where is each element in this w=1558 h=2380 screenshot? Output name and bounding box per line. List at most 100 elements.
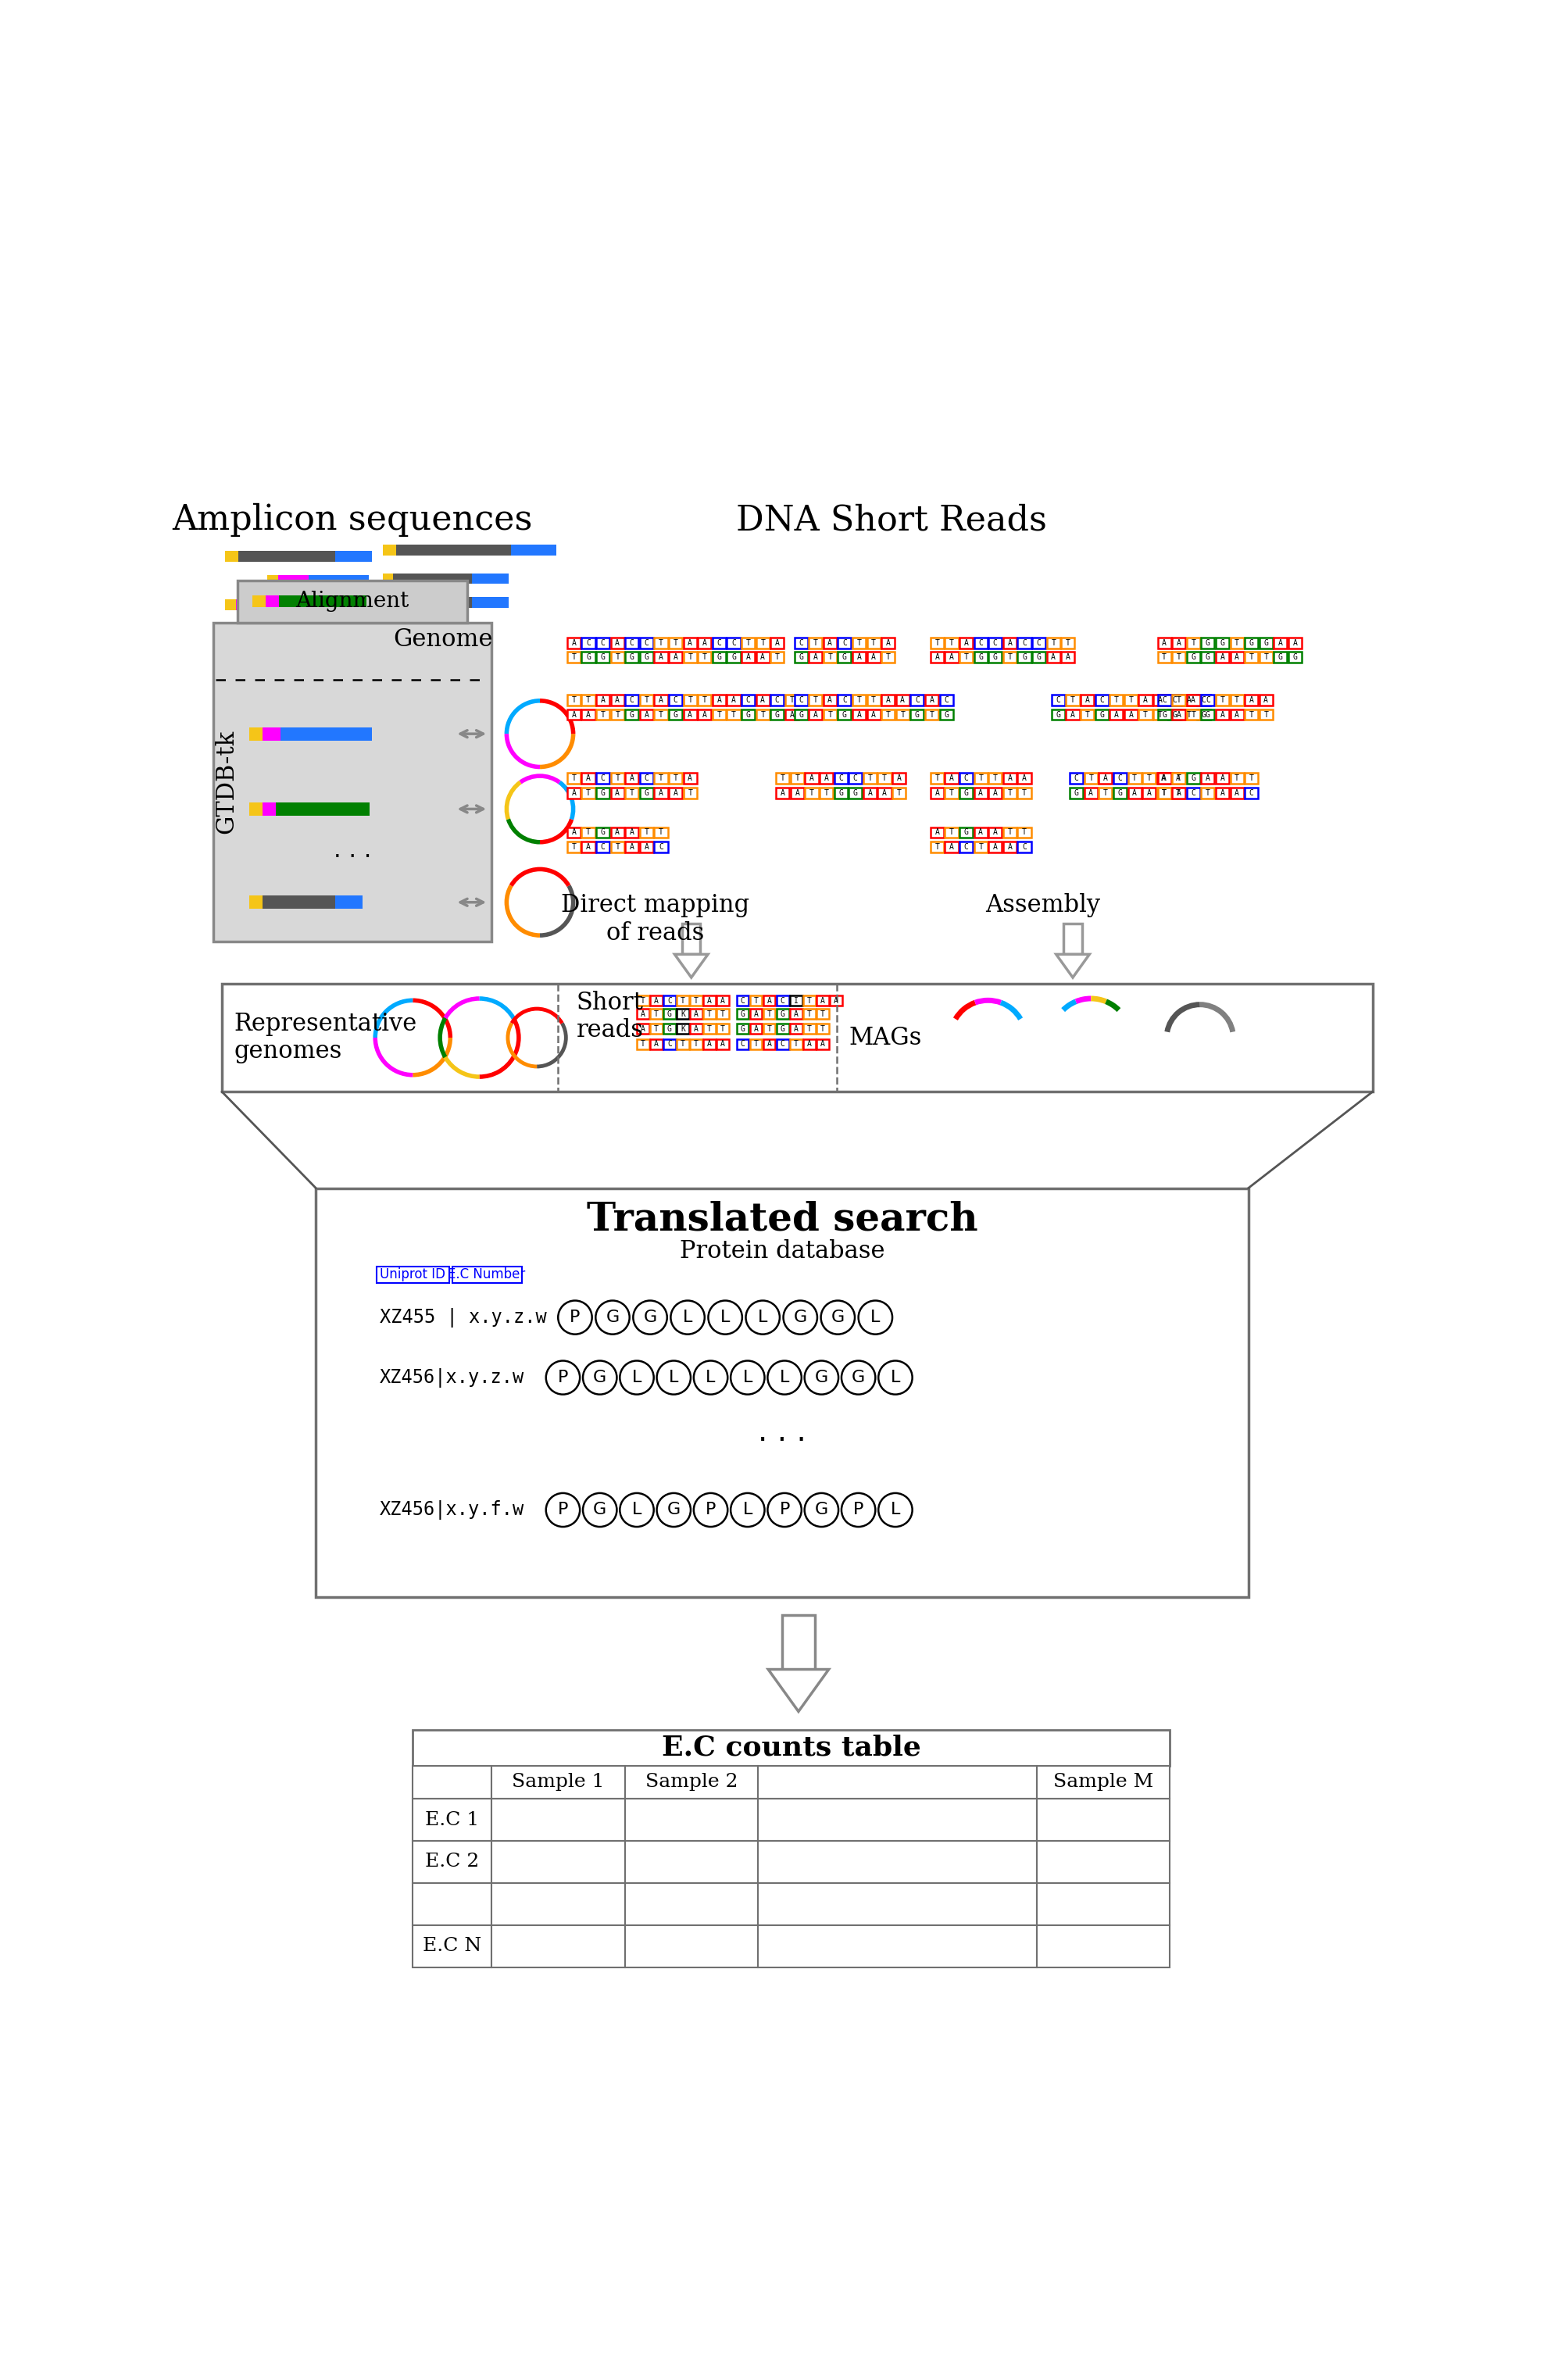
- Text: G: G: [815, 1502, 829, 1518]
- Bar: [896, 709, 910, 721]
- Text: K: K: [681, 1009, 686, 1019]
- Text: A: A: [1220, 774, 1225, 783]
- Bar: [249, 895, 263, 909]
- Text: G: G: [1162, 712, 1167, 719]
- Text: L: L: [891, 1502, 901, 1518]
- Bar: [684, 695, 696, 704]
- Text: A: A: [795, 788, 799, 797]
- Text: G: G: [740, 1026, 745, 1033]
- Text: G: G: [1036, 655, 1041, 662]
- Bar: [637, 1023, 648, 1033]
- Bar: [1061, 638, 1075, 647]
- Text: G: G: [1190, 655, 1195, 662]
- Text: T: T: [795, 774, 799, 783]
- Bar: [1172, 709, 1186, 721]
- Bar: [637, 995, 648, 1007]
- Text: A: A: [1176, 774, 1181, 783]
- Bar: [1187, 652, 1200, 662]
- Bar: [712, 652, 726, 662]
- Text: A: A: [1162, 640, 1167, 647]
- Text: T: T: [978, 774, 983, 783]
- Text: A: A: [1176, 712, 1181, 719]
- Bar: [682, 923, 701, 954]
- Text: A: A: [857, 655, 862, 662]
- Text: G: G: [1264, 640, 1268, 647]
- Bar: [974, 788, 988, 797]
- Text: L: L: [743, 1502, 753, 1518]
- Text: T: T: [1066, 640, 1070, 647]
- Bar: [1158, 774, 1170, 783]
- Text: I: I: [793, 997, 798, 1004]
- Bar: [1201, 709, 1215, 721]
- Text: A: A: [824, 774, 829, 783]
- Text: T: T: [857, 640, 862, 647]
- Bar: [567, 709, 581, 721]
- Bar: [703, 1038, 715, 1050]
- Text: A: A: [1264, 697, 1268, 704]
- Bar: [893, 774, 905, 783]
- Bar: [1288, 638, 1301, 647]
- Bar: [698, 695, 712, 704]
- Bar: [650, 1038, 662, 1050]
- Bar: [790, 788, 804, 797]
- Text: G: G: [594, 1371, 606, 1385]
- Text: G: G: [781, 1026, 785, 1033]
- Bar: [654, 774, 668, 783]
- Text: A: A: [693, 1009, 698, 1019]
- Bar: [684, 638, 696, 647]
- Bar: [703, 995, 715, 1007]
- Bar: [1215, 774, 1229, 783]
- Text: G: G: [600, 655, 605, 662]
- Text: A: A: [572, 712, 576, 719]
- Bar: [1274, 638, 1287, 647]
- Bar: [597, 709, 609, 721]
- Bar: [335, 895, 363, 909]
- Text: T: T: [643, 697, 648, 704]
- Bar: [1070, 788, 1083, 797]
- Text: A: A: [1176, 640, 1181, 647]
- Text: G: G: [1022, 655, 1027, 662]
- Text: G: G: [643, 655, 648, 662]
- Text: T: T: [767, 1009, 771, 1019]
- Text: P: P: [854, 1502, 863, 1518]
- Bar: [491, 1766, 625, 1799]
- Text: T: T: [774, 655, 779, 662]
- Bar: [795, 652, 807, 662]
- Text: C: C: [992, 640, 997, 647]
- Text: A: A: [673, 788, 678, 797]
- Bar: [939, 695, 953, 704]
- Bar: [581, 652, 595, 662]
- Text: XZ456|x.y.z.w: XZ456|x.y.z.w: [380, 1368, 523, 1388]
- Text: A: A: [720, 997, 724, 1004]
- Bar: [263, 895, 335, 909]
- Bar: [581, 843, 595, 852]
- Text: T: T: [1103, 788, 1108, 797]
- Bar: [581, 828, 595, 838]
- Bar: [1003, 828, 1016, 838]
- Text: T: T: [1176, 655, 1181, 662]
- Text: T: T: [821, 1009, 826, 1019]
- Text: A: A: [687, 774, 692, 783]
- Text: A: A: [1176, 788, 1181, 797]
- Bar: [640, 828, 653, 838]
- Text: A: A: [1234, 788, 1239, 797]
- Text: A: A: [887, 640, 890, 647]
- Text: T: T: [615, 655, 620, 662]
- Bar: [1066, 695, 1080, 704]
- Text: G: G: [600, 828, 605, 835]
- Bar: [989, 828, 1002, 838]
- Text: G: G: [1117, 788, 1122, 797]
- Text: C: C: [1206, 697, 1211, 704]
- Text: G: G: [643, 788, 648, 797]
- Bar: [863, 774, 877, 783]
- Text: A: A: [572, 788, 576, 797]
- Text: A: A: [992, 788, 997, 797]
- Text: GTDB-tk: GTDB-tk: [213, 731, 238, 833]
- Text: · · ·: · · ·: [757, 1426, 807, 1457]
- Bar: [1070, 774, 1083, 783]
- Bar: [728, 695, 740, 704]
- Bar: [728, 709, 740, 721]
- Text: A: A: [978, 828, 983, 835]
- Bar: [472, 597, 508, 607]
- Text: Alignment: Alignment: [296, 590, 408, 612]
